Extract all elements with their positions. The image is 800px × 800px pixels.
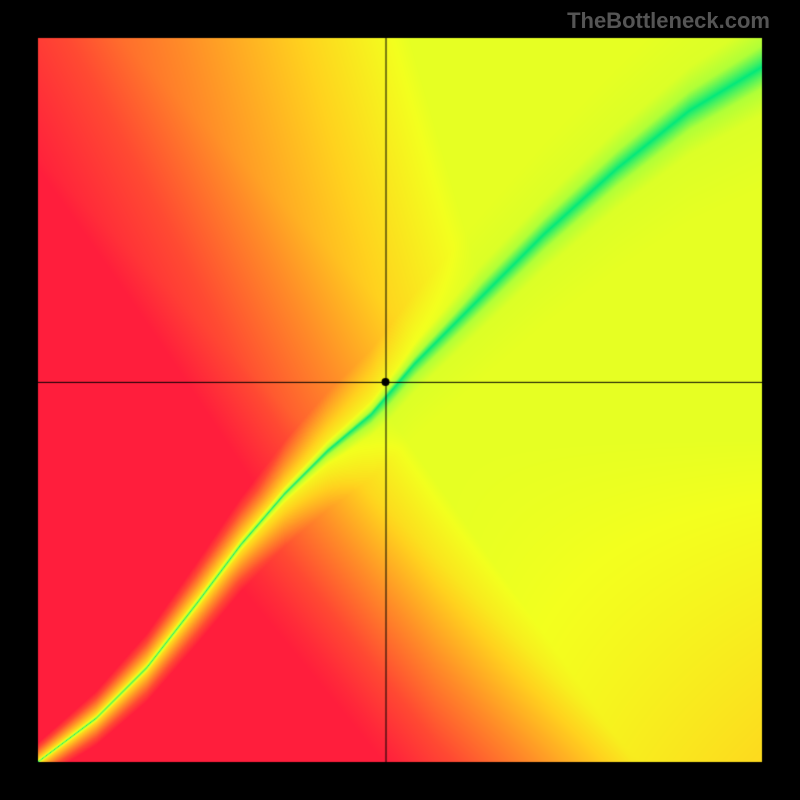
heatmap-canvas	[0, 0, 800, 800]
watermark-text: TheBottleneck.com	[567, 8, 770, 34]
chart-container: TheBottleneck.com	[0, 0, 800, 800]
